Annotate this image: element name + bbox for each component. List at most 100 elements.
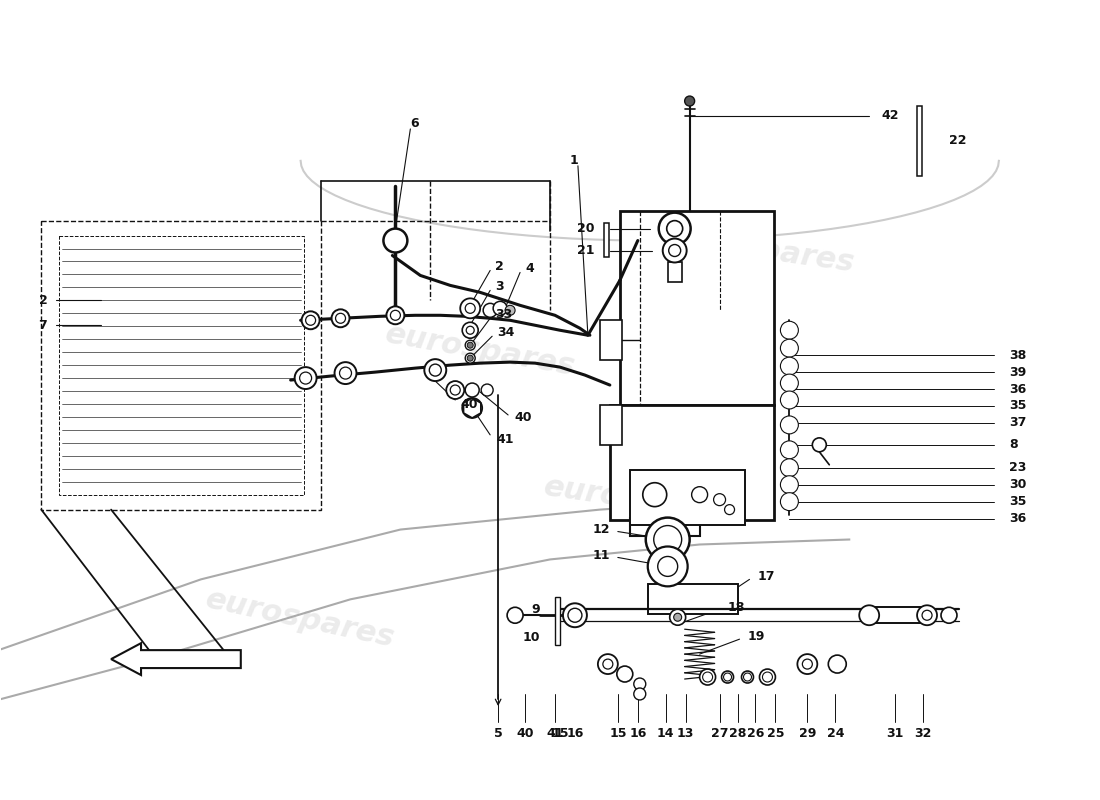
Circle shape [784, 445, 794, 455]
Circle shape [386, 306, 405, 324]
Circle shape [465, 383, 480, 397]
Text: 36: 36 [1009, 382, 1026, 395]
Text: 24: 24 [826, 727, 844, 740]
Circle shape [759, 669, 775, 685]
Text: eurospares: eurospares [542, 472, 737, 527]
Circle shape [634, 678, 646, 690]
Text: 33: 33 [495, 308, 513, 321]
Circle shape [465, 303, 475, 314]
Circle shape [684, 96, 694, 106]
Text: 40: 40 [516, 727, 534, 740]
Circle shape [784, 378, 794, 388]
Circle shape [725, 505, 735, 514]
Circle shape [922, 610, 932, 620]
Text: eurospares: eurospares [662, 222, 857, 278]
Circle shape [784, 361, 794, 371]
Text: 39: 39 [1009, 366, 1026, 378]
Circle shape [780, 322, 799, 339]
Text: 16: 16 [566, 727, 584, 740]
Circle shape [429, 364, 441, 376]
Circle shape [780, 374, 799, 392]
Circle shape [714, 494, 726, 506]
Circle shape [295, 367, 317, 389]
Circle shape [692, 486, 707, 502]
Text: eurospares: eurospares [204, 585, 398, 654]
Text: eurospares: eurospares [103, 396, 298, 464]
Circle shape [780, 357, 799, 375]
Circle shape [493, 302, 507, 315]
Circle shape [669, 245, 681, 257]
Circle shape [462, 398, 482, 418]
Circle shape [465, 353, 475, 363]
Text: 21: 21 [578, 244, 595, 257]
Circle shape [703, 672, 713, 682]
Text: 13: 13 [676, 727, 694, 740]
Text: 31: 31 [887, 727, 904, 740]
Circle shape [784, 480, 794, 490]
Circle shape [334, 362, 356, 384]
FancyArrow shape [111, 643, 241, 675]
Circle shape [780, 476, 799, 494]
Circle shape [483, 303, 497, 318]
Circle shape [617, 666, 632, 682]
Circle shape [507, 607, 524, 623]
Circle shape [481, 384, 493, 396]
Bar [630, 470, 745, 525]
Circle shape [468, 342, 473, 348]
Circle shape [447, 381, 464, 399]
Bar [42, 221, 320, 510]
Text: 34: 34 [497, 326, 515, 338]
Text: 2: 2 [39, 294, 47, 307]
Text: 19: 19 [748, 630, 764, 642]
Circle shape [784, 326, 794, 335]
Text: 27: 27 [711, 727, 728, 740]
Circle shape [784, 395, 794, 405]
Circle shape [468, 355, 473, 361]
Text: eurospares: eurospares [383, 319, 578, 381]
Bar [604, 222, 609, 258]
Circle shape [425, 359, 447, 381]
Text: 41: 41 [547, 727, 563, 740]
Circle shape [653, 526, 682, 554]
Bar [648, 584, 737, 614]
Circle shape [634, 688, 646, 700]
Circle shape [762, 672, 772, 682]
Circle shape [598, 654, 618, 674]
Circle shape [603, 659, 613, 669]
Circle shape [460, 298, 481, 318]
Circle shape [812, 438, 826, 452]
Circle shape [450, 385, 460, 395]
Text: 35: 35 [1009, 495, 1026, 508]
Bar [869, 607, 924, 623]
Circle shape [646, 518, 690, 562]
Circle shape [563, 603, 587, 627]
Text: 25: 25 [767, 727, 784, 740]
Bar [556, 598, 560, 645]
Text: 14: 14 [657, 727, 674, 740]
Circle shape [917, 606, 937, 626]
Circle shape [780, 416, 799, 434]
Circle shape [662, 238, 686, 262]
Text: 12: 12 [592, 523, 609, 536]
Bar [668, 262, 682, 282]
Text: 20: 20 [578, 222, 595, 235]
Text: 11: 11 [592, 549, 609, 562]
Circle shape [462, 322, 478, 338]
Bar [609, 405, 774, 519]
Text: 8: 8 [1009, 438, 1018, 451]
Circle shape [648, 546, 688, 586]
Text: 42: 42 [881, 110, 899, 122]
Text: 10: 10 [522, 630, 540, 644]
Text: 1: 1 [570, 154, 579, 167]
Circle shape [384, 229, 407, 253]
Circle shape [299, 372, 311, 384]
Bar [600, 405, 621, 445]
Circle shape [700, 669, 716, 685]
Text: 18: 18 [727, 601, 745, 614]
Circle shape [780, 339, 799, 357]
Circle shape [505, 306, 515, 315]
Circle shape [465, 340, 475, 350]
Circle shape [798, 654, 817, 674]
Text: 6: 6 [410, 118, 419, 130]
Text: 16: 16 [629, 727, 647, 740]
